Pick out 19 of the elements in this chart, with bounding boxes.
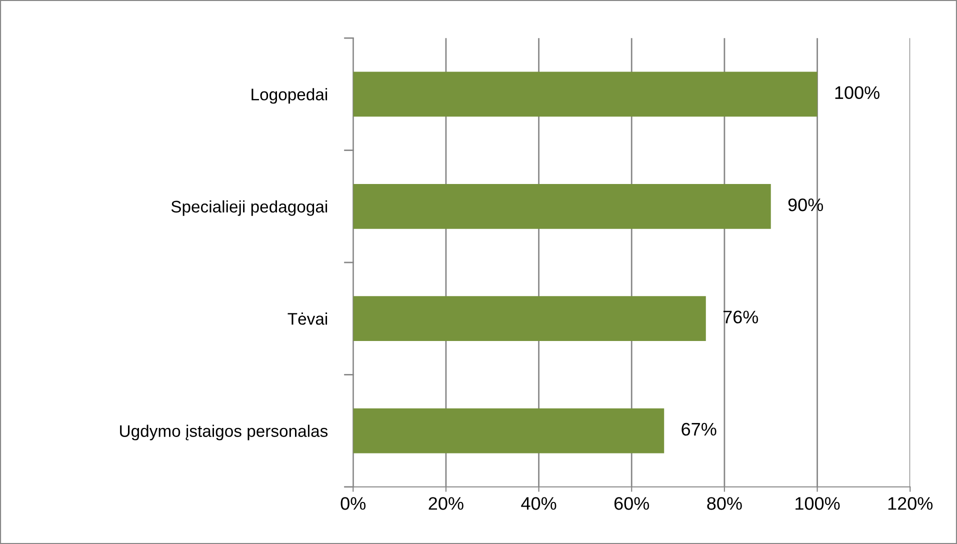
bar [353,72,818,117]
y-tick-label: Specialieji pedagogai [171,200,328,216]
x-tick-label: 40% [521,497,556,510]
y-tick-label: Ugdymo įstaigos personalas [120,424,328,440]
bar [353,408,664,454]
bar [353,184,771,229]
x-tick-label: 0% [340,497,366,510]
x-tick-label: 80% [707,497,742,510]
data-label: 100% [835,86,880,100]
x-tick-label: 100% [796,497,840,510]
x-tick-label: 20% [428,497,464,510]
data-label: 76% [723,310,758,324]
bar [353,296,706,342]
y-tick-label: Logopedai [252,88,328,104]
y-tick-label: Tėvai [288,312,328,325]
x-tick-label: 60% [614,497,650,510]
data-label: 67% [682,422,716,436]
data-label: 90% [788,198,824,212]
x-tick-label: 120% [888,497,933,510]
